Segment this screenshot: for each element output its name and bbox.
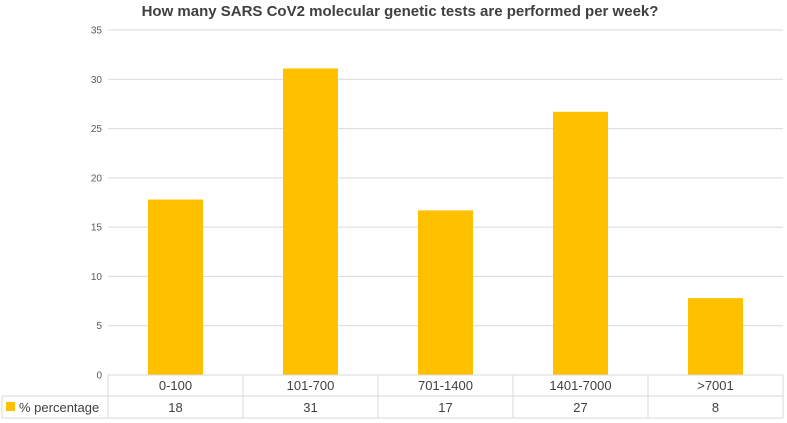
data-label: 8 xyxy=(712,400,719,415)
data-label: 17 xyxy=(438,400,452,415)
category-label: 0-100 xyxy=(159,378,192,393)
y-tick-label: 25 xyxy=(91,124,103,135)
bar xyxy=(283,68,338,375)
chart-title: How many SARS CoV2 molecular genetic tes… xyxy=(142,3,659,20)
data-label: 31 xyxy=(303,400,317,415)
y-tick-label: 30 xyxy=(91,75,103,86)
y-tick-label: 0 xyxy=(96,371,102,382)
bars xyxy=(148,68,743,376)
bar xyxy=(553,111,608,376)
bar xyxy=(418,210,473,375)
legend-swatch xyxy=(6,402,15,411)
data-label: 27 xyxy=(573,400,587,415)
category-label: >7001 xyxy=(697,378,734,393)
y-tick-label: 35 xyxy=(91,26,103,37)
category-label: 101-700 xyxy=(287,378,335,393)
y-axis-ticks: 0 5 10 15 20 25 30 35 xyxy=(91,26,103,382)
data-table: 0-100 18 101-700 31 701-1400 17 1401-7000 27 >70… xyxy=(1,374,784,419)
y-tick-label: 20 xyxy=(91,173,103,184)
y-tick-label: 10 xyxy=(91,272,103,283)
y-tick-label: 15 xyxy=(91,223,103,234)
data-label: 18 xyxy=(168,400,182,415)
category-label: 1401-7000 xyxy=(549,378,611,393)
bar xyxy=(688,298,743,375)
y-tick-label: 5 xyxy=(96,321,102,332)
bar xyxy=(148,199,203,375)
legend-label: % percentage xyxy=(19,400,99,415)
category-label: 701-1400 xyxy=(418,378,473,393)
